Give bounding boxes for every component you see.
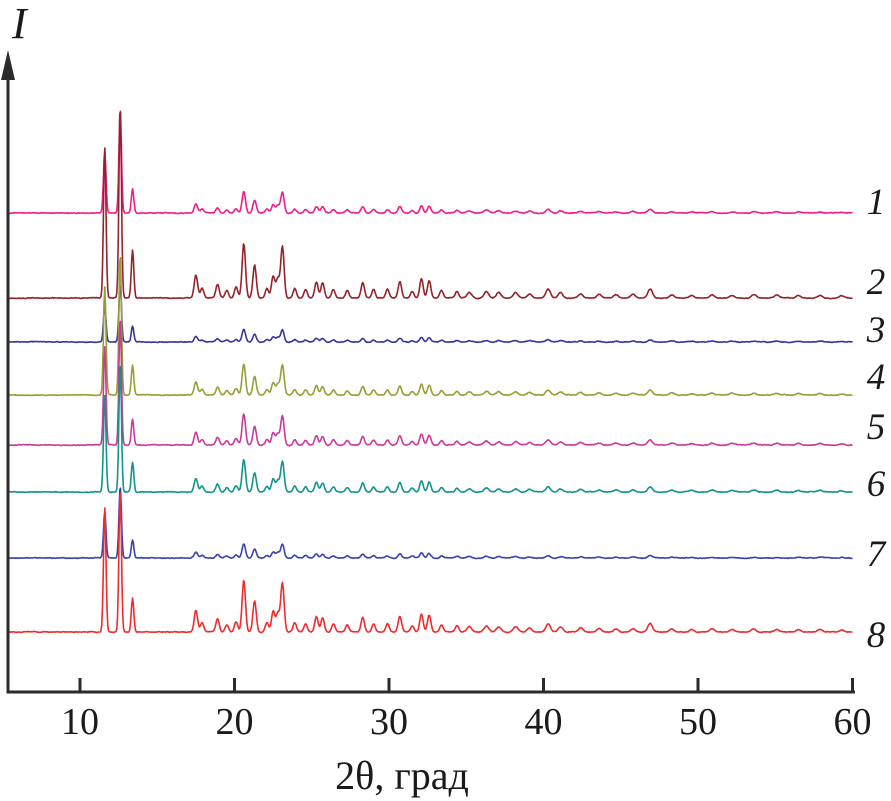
trace-line-5	[7, 320, 853, 447]
x-tick-label-60: 60	[833, 701, 872, 743]
trace-label-8: 8	[866, 615, 886, 656]
trace-line-8	[8, 492, 853, 634]
x-tick-label-20: 20	[215, 701, 254, 743]
trace-label-6: 6	[866, 464, 886, 505]
trace-label-1: 1	[866, 182, 886, 223]
x-tick-label-10: 10	[61, 701, 99, 743]
trace-line-6	[7, 365, 853, 494]
y-axis-label: I	[12, 0, 27, 48]
x-tick-label-50: 50	[679, 701, 717, 743]
y-axis-arrowhead-icon	[1, 50, 15, 80]
x-axis-title: 2θ, град	[335, 753, 469, 798]
trace-line-3	[8, 285, 853, 344]
trace-label-5: 5	[866, 407, 886, 448]
x-tick-label-40: 40	[524, 701, 563, 743]
trace-line-7	[7, 487, 853, 560]
x-tick-label-30: 30	[370, 701, 408, 743]
trace-label-7: 7	[866, 534, 886, 575]
trace-line-2	[8, 111, 853, 300]
trace-line-1	[7, 110, 853, 215]
trace-label-4: 4	[866, 357, 886, 398]
trace-label-2: 2	[866, 262, 886, 303]
trace-line-4	[7, 257, 853, 397]
trace-label-3: 3	[866, 310, 886, 351]
